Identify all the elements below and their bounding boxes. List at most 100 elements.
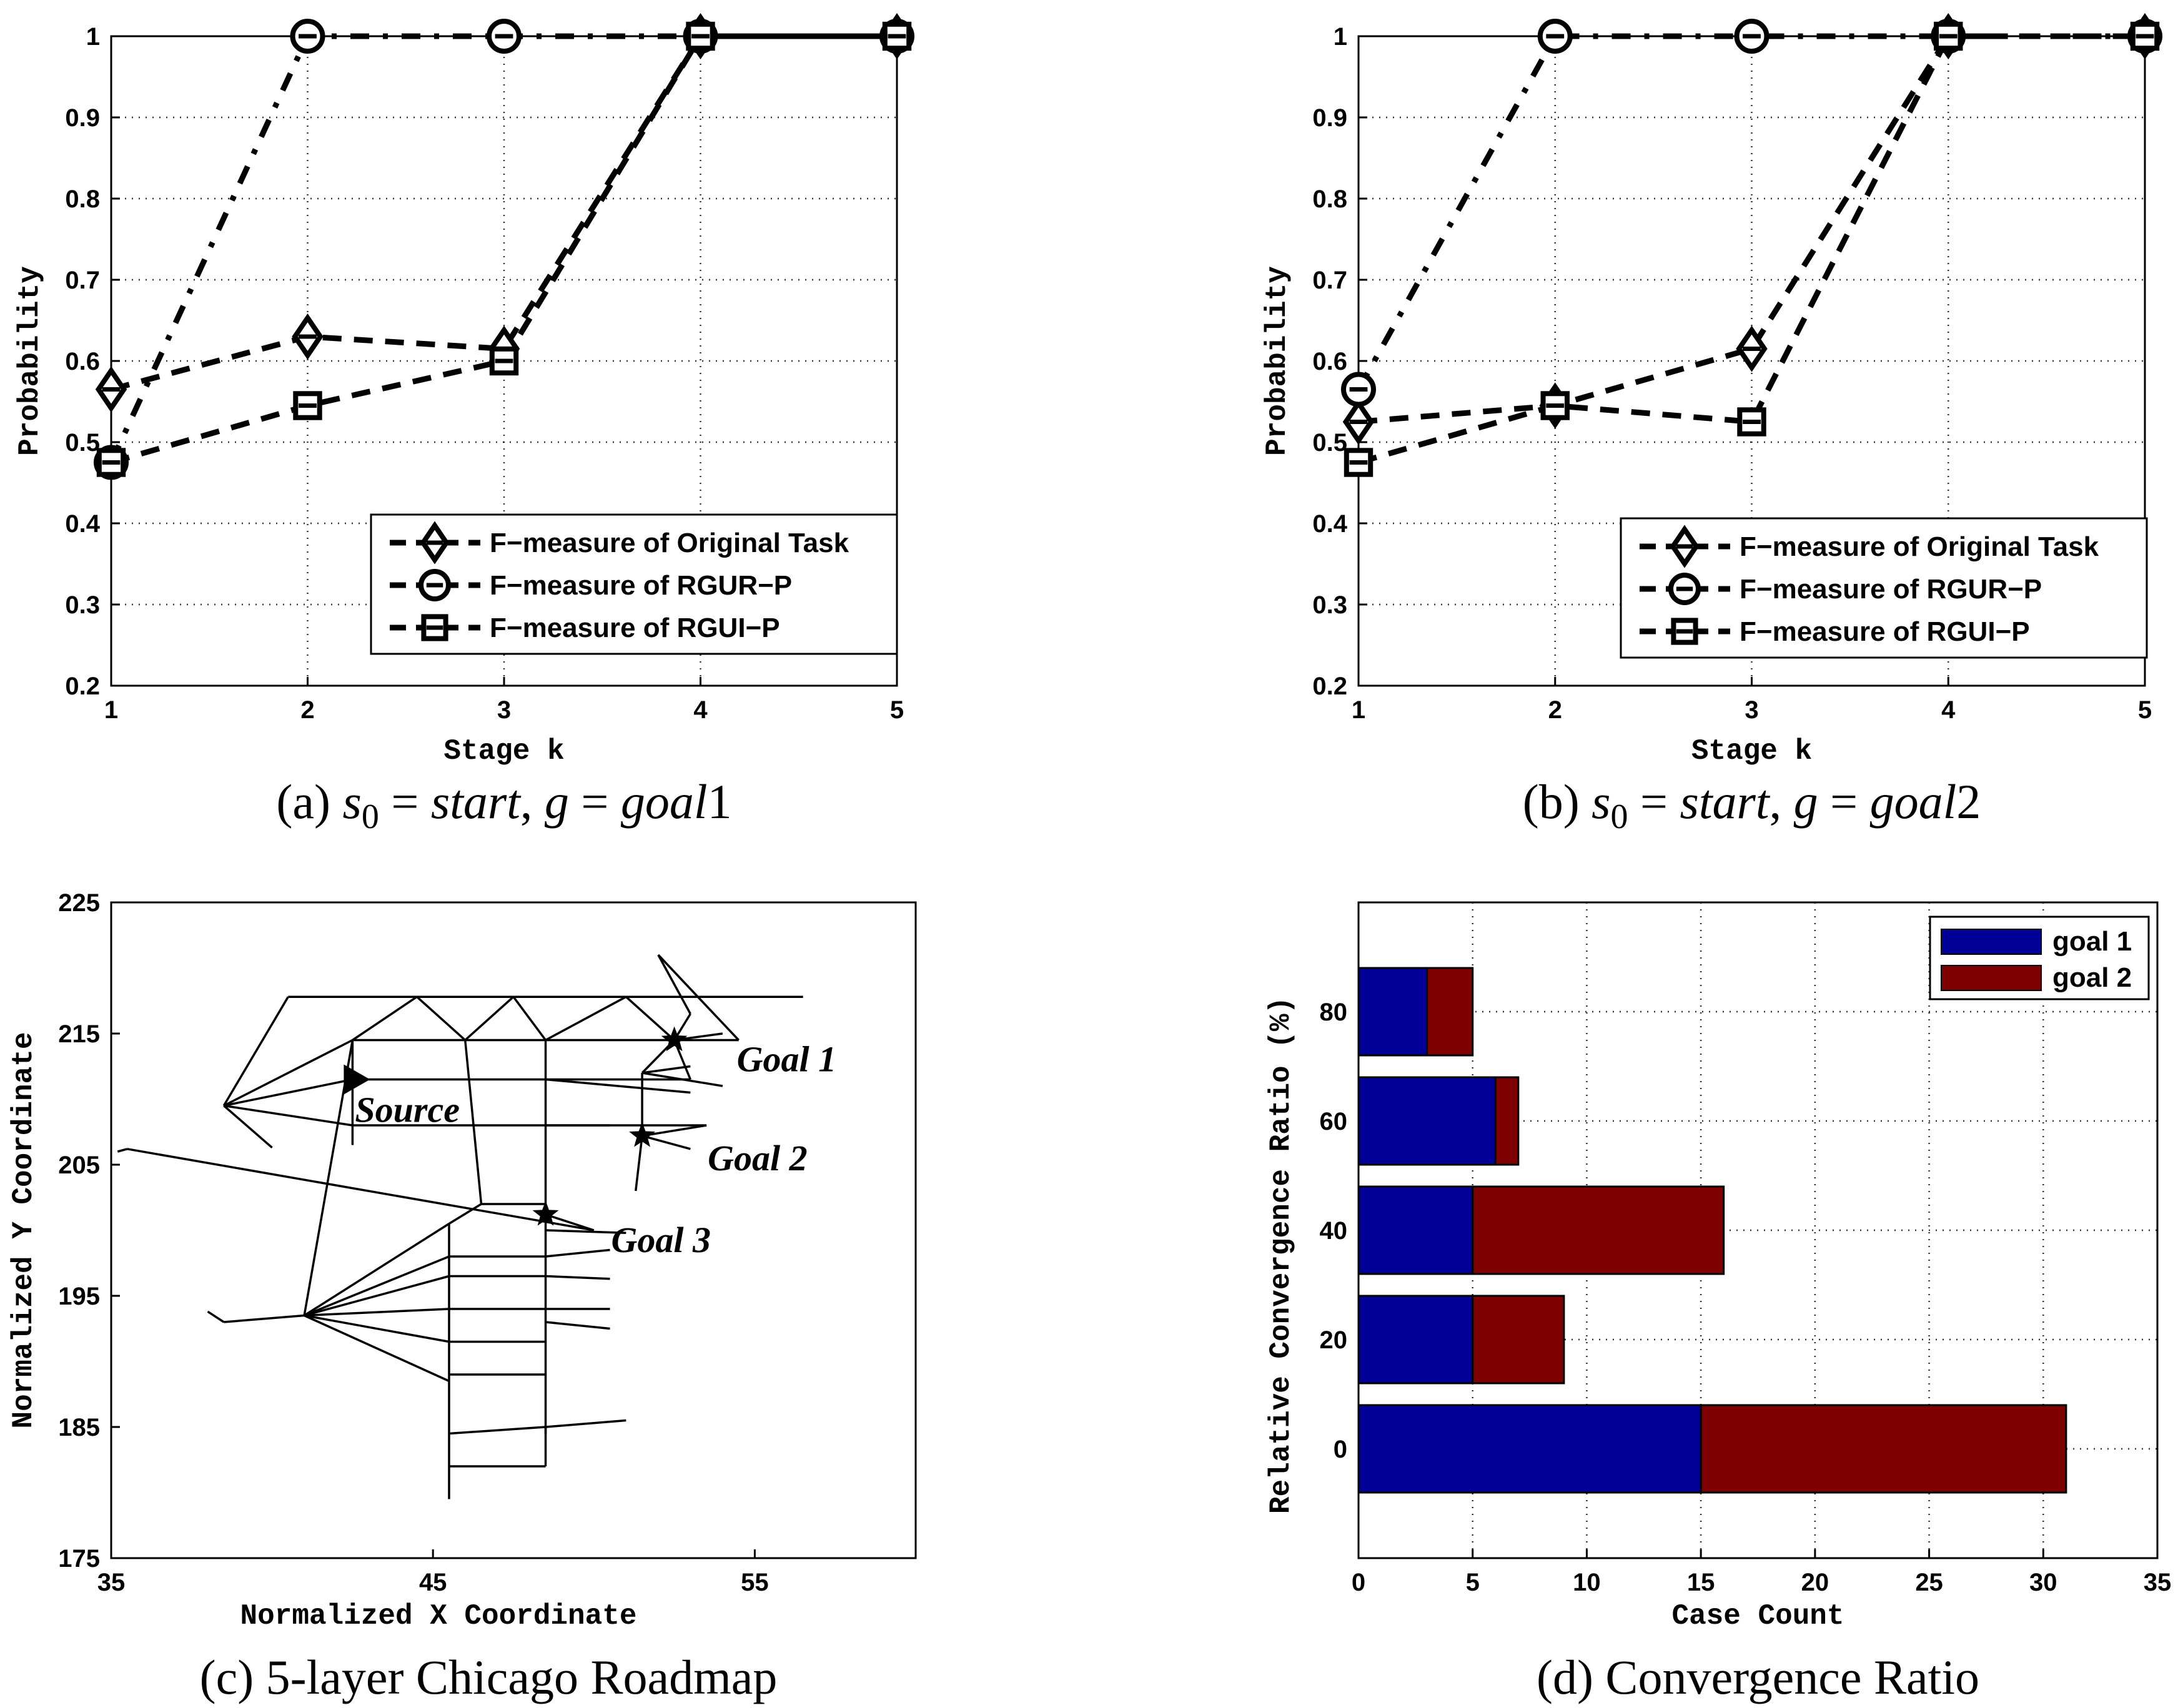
x-tick-label: 35	[2144, 1569, 2172, 1596]
legend-label: F−measure of RGUI−P	[1740, 616, 2030, 647]
y-tick-label: 0	[1334, 1436, 1347, 1463]
road-edge	[545, 1321, 610, 1330]
caption-label: (b)	[1523, 774, 1591, 829]
road-edge	[448, 1203, 482, 1225]
series-line-0	[1358, 33, 2145, 425]
road-edge	[545, 1419, 626, 1428]
y-tick-label: 0.5	[65, 429, 100, 457]
y-tick-label: 0.4	[65, 510, 100, 538]
road-edge	[304, 1314, 450, 1383]
legend-swatch	[1941, 965, 2042, 991]
x-tick-label: 5	[1466, 1569, 1480, 1596]
y-tick-label: 0.5	[1312, 429, 1347, 457]
road-edge	[416, 995, 466, 1041]
caption-math: 0	[1611, 797, 1628, 836]
map-label-goal: Goal 3	[611, 1220, 711, 1260]
caption-math: =	[569, 774, 621, 829]
road-edge	[223, 1039, 354, 1107]
road-edge	[657, 954, 740, 1041]
legend-label: goal 1	[2052, 926, 2132, 957]
road-edge	[641, 1124, 707, 1137]
chart-panel-0: 1 2 3 4 5 0.2 0.3 0.4 0.5 0.6 0.7 0.8 0.9 1 Stage k Pro…	[14, 12, 914, 836]
x-tick-label: 5	[890, 696, 904, 724]
x-tick-label: 4	[693, 696, 708, 724]
x-tick-label: 3	[497, 696, 511, 724]
y-tick-label: 0.7	[65, 267, 100, 294]
road-edge	[304, 1255, 450, 1317]
panel-caption: (a) s0 = start, g = goal1	[276, 774, 731, 836]
y-tick-label: 1	[86, 23, 100, 51]
chart-panel-3: 0 5 10 15 20 25 30 35 0 20 40 60 80 Case Count Relativ…	[1265, 901, 2172, 1704]
caption-math: =	[1818, 774, 1870, 829]
chart-panel-1: 1 2 3 4 5 0.2 0.3 0.4 0.5 0.6 0.7 0.8 0.9 1 Stage k Pro…	[1261, 12, 2162, 836]
x-tick-label: 20	[1801, 1569, 1829, 1596]
x-tick-label: 10	[1573, 1569, 1601, 1596]
x-tick-label: 45	[419, 1569, 447, 1596]
road-edge	[304, 1308, 450, 1317]
caption-math: 2	[1956, 774, 1981, 829]
caption-math: g	[545, 774, 569, 829]
road-edge	[657, 954, 691, 1015]
y-axis-label: Normalized Y Coordinate	[7, 1032, 40, 1429]
road-edge	[545, 995, 627, 1042]
y-tick-label: 215	[58, 1020, 100, 1048]
map-label-source: Source	[355, 1090, 460, 1130]
y-tick-label: 0.2	[1312, 673, 1347, 700]
x-tick-label: 4	[1941, 696, 1956, 724]
caption-math: 1	[708, 774, 732, 829]
road-edge	[117, 1148, 128, 1153]
x-axis-label: Normalized X Coordinate	[240, 1600, 637, 1632]
legend-box	[370, 513, 898, 655]
road-edge	[545, 1078, 691, 1094]
legend-label: goal 2	[2052, 962, 2132, 993]
road-edge	[512, 996, 547, 1041]
panel-caption: (d) Convergence Ratio	[1537, 1650, 1979, 1704]
y-tick-label: 20	[1320, 1326, 1348, 1354]
road-edge	[127, 1148, 595, 1232]
map-label-goal: Goal 2	[708, 1138, 808, 1178]
goal-star-marker	[661, 1026, 688, 1052]
x-tick-label: 30	[2029, 1569, 2057, 1596]
caption-math: s	[1591, 774, 1610, 829]
x-tick-label: 1	[1352, 696, 1365, 724]
caption-math: g	[1794, 774, 1818, 829]
bar-segment-1	[1357, 1404, 1702, 1494]
y-tick-label: 205	[58, 1152, 100, 1179]
legend-swatch	[1941, 929, 2042, 955]
bar-segment-2	[1700, 1404, 2067, 1494]
road-edge	[207, 1310, 225, 1323]
y-tick-label: 0.9	[65, 104, 100, 132]
y-axis-label: Relative Convergence Ratio (%)	[1265, 997, 1297, 1514]
x-tick-label: 35	[97, 1569, 126, 1596]
goal-star-marker	[532, 1200, 559, 1226]
road-edge	[641, 1135, 691, 1150]
road-edge	[463, 1040, 483, 1205]
legend-label: F−measure of RGUR−P	[1740, 574, 2042, 605]
caption-math: =	[379, 774, 431, 829]
y-tick-label: 60	[1320, 1108, 1348, 1135]
road-edge	[545, 1213, 595, 1232]
y-tick-label: 0.7	[1312, 267, 1347, 294]
caption-math: s	[342, 774, 361, 829]
bar-segment-1	[1357, 967, 1428, 1057]
bar-segment-2	[1472, 1295, 1565, 1385]
road-edge	[625, 995, 675, 1041]
x-tick-label: 3	[1745, 696, 1758, 724]
y-axis-label: Probability	[14, 266, 46, 456]
road-edge	[304, 1314, 450, 1343]
caption-math: start	[1680, 774, 1771, 829]
y-tick-label: 0.6	[65, 348, 100, 375]
bar-segment-2	[1472, 1185, 1725, 1275]
y-tick-label: 185	[58, 1414, 100, 1441]
y-tick-label: 0.8	[65, 185, 100, 213]
series-line-2	[110, 33, 897, 465]
caption-math: goal	[621, 774, 708, 829]
goal-star-marker	[629, 1122, 656, 1147]
road-edge	[641, 1065, 691, 1074]
road-edge	[545, 1275, 610, 1280]
road-edge	[223, 1078, 353, 1107]
y-tick-label: 40	[1320, 1217, 1348, 1245]
road-edge	[448, 1426, 546, 1435]
caption-math: goal	[1870, 774, 1957, 829]
y-tick-label: 195	[58, 1283, 100, 1310]
